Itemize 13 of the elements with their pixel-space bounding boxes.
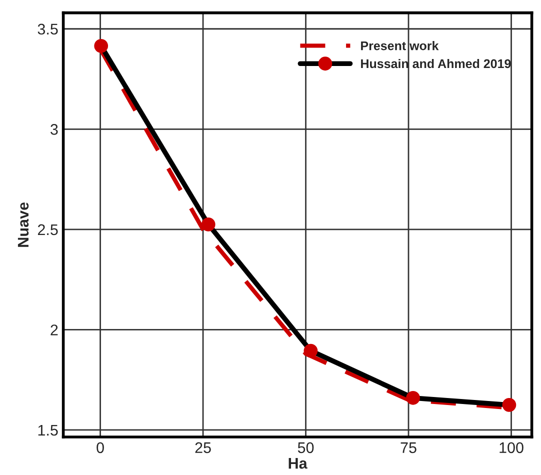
y-axis-title: Nuave [18,202,29,247]
y-tick-label: 1.5 [38,425,58,436]
y-tick-label: 3.5 [38,24,58,35]
y-tick-label: 2 [50,324,58,336]
y-tick-label: 3 [50,124,58,135]
x-tick-label: 0 [96,442,104,454]
x-tick-label: 50 [298,442,314,454]
x-tick-label: 75 [400,442,416,454]
y-tick-label: 2.5 [38,224,58,236]
x-axis-title: Ha [288,458,308,469]
legend-label: Present work [361,41,439,50]
x-tick-label: 25 [195,442,211,454]
x-tick-label: 100 [500,442,524,454]
